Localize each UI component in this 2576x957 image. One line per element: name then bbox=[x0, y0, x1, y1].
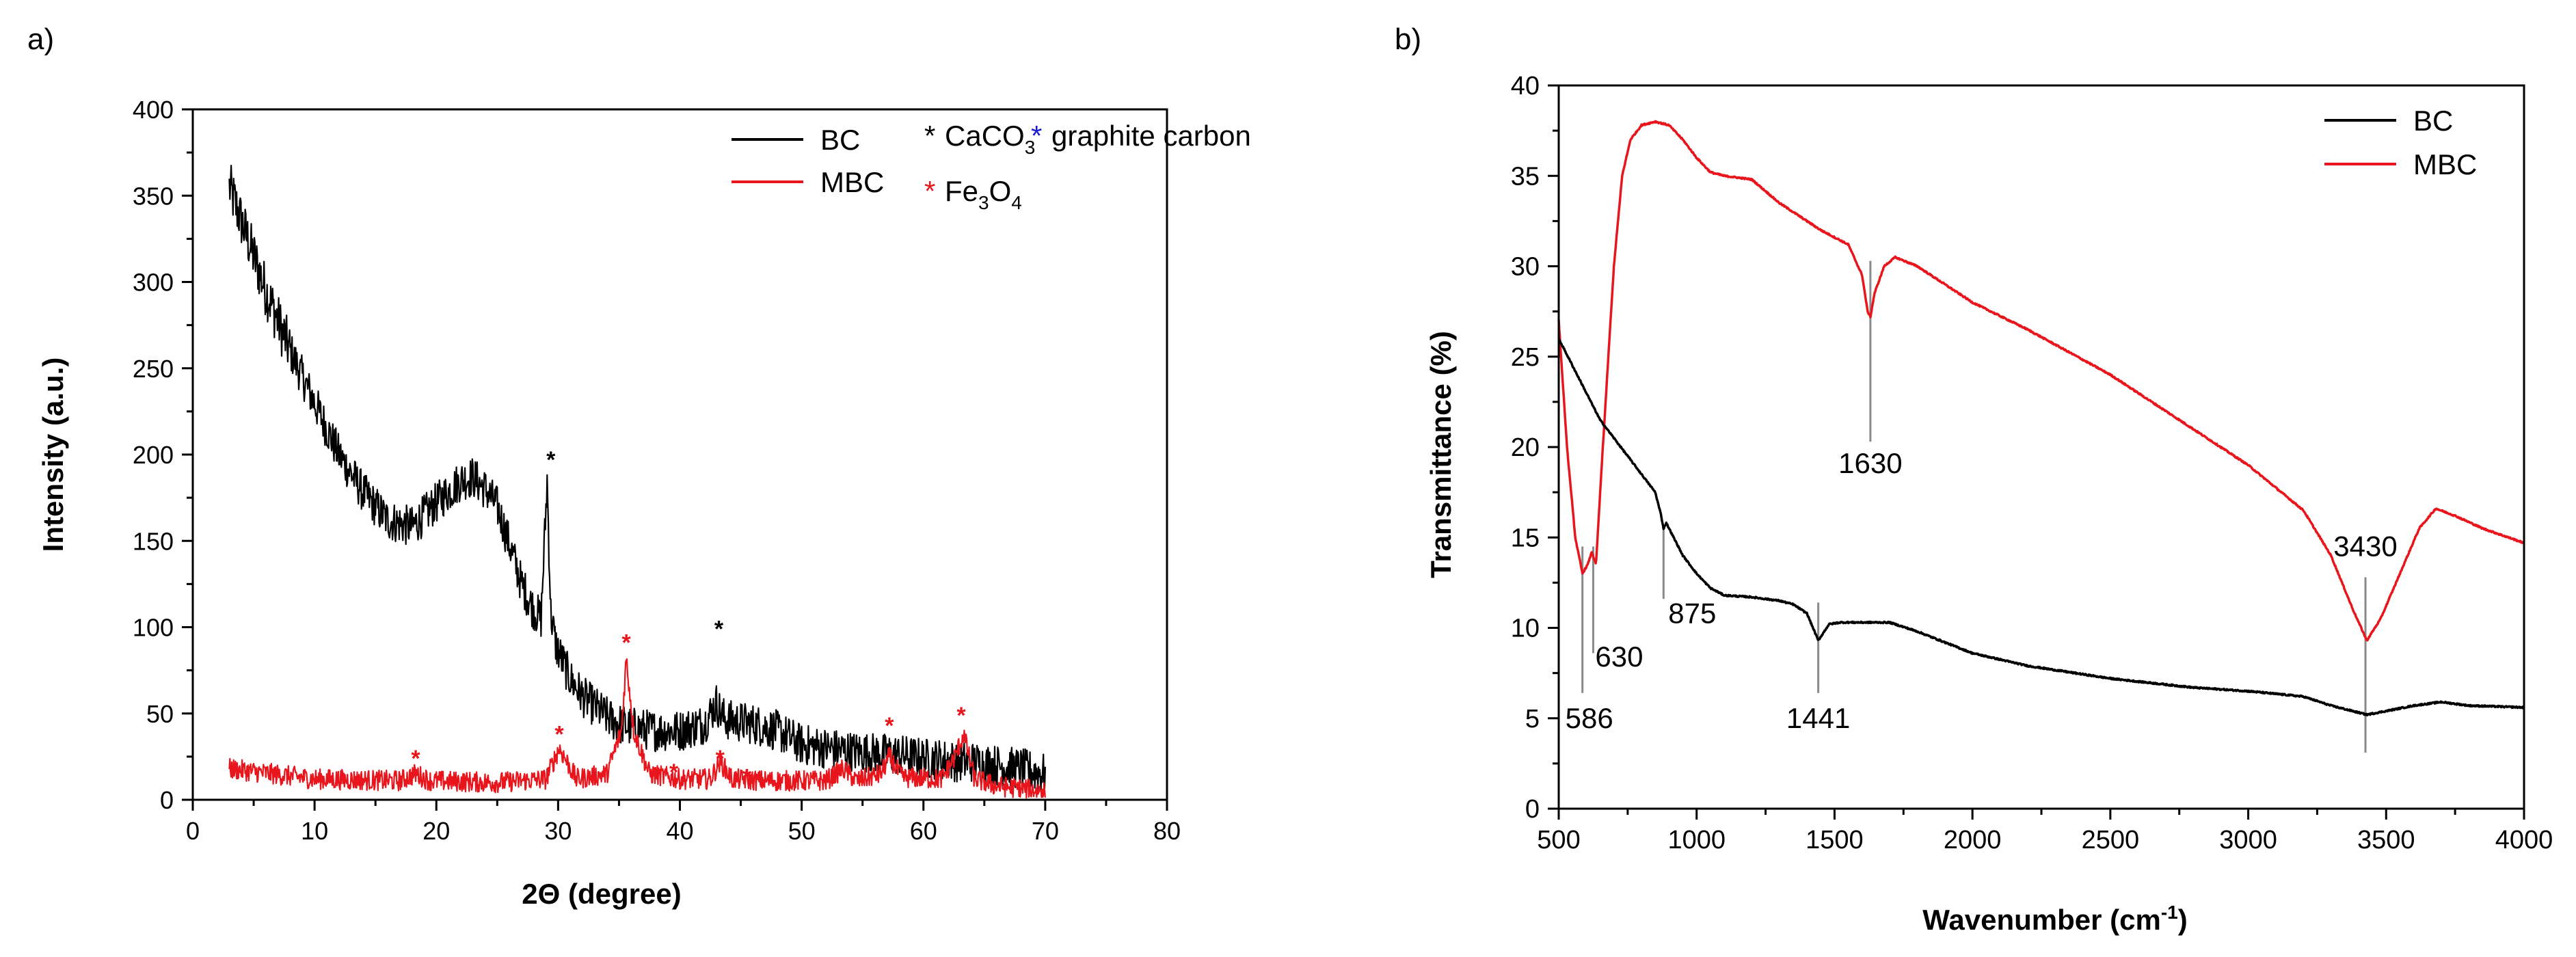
y-tick-label: 0 bbox=[160, 786, 174, 814]
y-tick-label: 300 bbox=[133, 269, 174, 297]
x-tick-label: 20 bbox=[422, 817, 450, 845]
x-tick-label: 70 bbox=[1032, 817, 1059, 845]
panel-a-legend: BC MBC * CaCO3 * graphite carbon * Fe3O4 bbox=[732, 120, 1251, 213]
panel-b-label: b) bbox=[1395, 23, 1421, 56]
band-label-1441: 1441 bbox=[1786, 702, 1850, 734]
x-tick-label: 2000 bbox=[1944, 826, 2002, 854]
y-tick-label: 10 bbox=[1511, 615, 1540, 643]
panel-b-band-annotations: 586 630 875 1441 1630 3430 bbox=[1566, 260, 2398, 753]
y-tick-label: 150 bbox=[133, 527, 174, 555]
y-tick-label: 30 bbox=[1511, 253, 1540, 282]
y-tick-label: 50 bbox=[146, 700, 174, 728]
legend-caco3-star: * bbox=[924, 120, 935, 152]
x-tick-label: 2500 bbox=[2082, 826, 2140, 854]
x-tick-label: 4000 bbox=[2495, 826, 2553, 854]
x-tick-label: 60 bbox=[910, 817, 937, 845]
panel-a-x-axis-label: 2Θ (degree) bbox=[522, 878, 681, 910]
peak-marker-bc: * bbox=[714, 617, 724, 643]
panel-b-ftir-chart: b) 500 1000 1500 2000 2500 3000 3500 4000 0 5 10 15… bbox=[1395, 23, 2553, 936]
peak-marker-mbc: * bbox=[956, 703, 966, 729]
x-tick-label: 500 bbox=[1537, 826, 1580, 854]
panel-b-x-axis-label: Wavenumber (cm-1) bbox=[1922, 902, 2187, 936]
legend-graphite-label: graphite carbon bbox=[1051, 120, 1251, 152]
peak-marker-mbc: * bbox=[622, 630, 632, 656]
series-line-mbc bbox=[1557, 120, 2525, 642]
y-tick-label: 0 bbox=[1525, 795, 1540, 824]
band-label-586: 586 bbox=[1566, 702, 1613, 734]
panel-a-series bbox=[228, 165, 1046, 799]
y-tick-label: 200 bbox=[133, 441, 174, 469]
x-tick-label: 50 bbox=[788, 817, 816, 845]
x-tick-label: 3000 bbox=[2219, 826, 2277, 854]
legend-graphite-star: * bbox=[1031, 120, 1042, 152]
x-tick-label: 3500 bbox=[2357, 826, 2415, 854]
panel-b-legend: BC MBC bbox=[2324, 105, 2477, 180]
legend-fe3o4-star: * bbox=[924, 175, 935, 207]
x-tick-label: 80 bbox=[1153, 817, 1181, 845]
panel-b-axes: 500 1000 1500 2000 2500 3000 3500 4000 0 5 10 15 20 2… bbox=[1511, 72, 2553, 854]
panel-b-series bbox=[1557, 120, 2525, 716]
y-tick-label: 350 bbox=[133, 182, 174, 210]
panel-b-y-axis-label: Transmittance (%) bbox=[1425, 331, 1457, 578]
legend-caco3-label: CaCO3 bbox=[945, 120, 1035, 158]
y-tick-label: 40 bbox=[1511, 72, 1540, 100]
peak-marker-mbc: * bbox=[669, 759, 679, 785]
band-label-3430: 3430 bbox=[2333, 530, 2397, 562]
x-tick-label: 10 bbox=[301, 817, 328, 845]
peak-marker-mbc: * bbox=[411, 746, 420, 772]
x-tick-label: 0 bbox=[186, 817, 200, 845]
series-line-bc bbox=[228, 165, 1046, 790]
legend-label-mbc: MBC bbox=[820, 166, 884, 198]
y-tick-label: 20 bbox=[1511, 433, 1540, 462]
peak-marker-mbc: * bbox=[716, 746, 725, 772]
x-tick-label: 1000 bbox=[1667, 826, 1726, 854]
y-tick-label: 250 bbox=[133, 355, 174, 383]
panel-b-plot-frame bbox=[1557, 84, 2525, 810]
panel-a-peak-markers: * * * * * * * * * * bbox=[411, 447, 966, 791]
panel-a-label: a) bbox=[27, 23, 54, 56]
series-line-mbc bbox=[228, 658, 1046, 799]
panel-a-xrd-chart: a) 0 10 20 30 40 50 60 70 80 0 50 100 150 200 250 300 35… bbox=[27, 23, 1251, 910]
peak-marker-mbc: * bbox=[885, 713, 894, 739]
y-tick-label: 100 bbox=[133, 614, 174, 642]
legend-fe3o4-label: Fe3O4 bbox=[945, 175, 1022, 213]
y-tick-label: 5 bbox=[1525, 705, 1540, 733]
x-tick-label: 40 bbox=[666, 817, 693, 845]
legend-label-bc: BC bbox=[820, 124, 860, 156]
peak-marker-mbc: * bbox=[742, 765, 752, 791]
panel-a-y-axis-label: Intensity (a.u.) bbox=[37, 358, 69, 552]
series-line-bc bbox=[1557, 337, 2525, 716]
band-label-1630: 1630 bbox=[1838, 447, 1902, 479]
y-tick-label: 35 bbox=[1511, 162, 1540, 191]
peak-marker-mbc: * bbox=[555, 722, 565, 748]
y-tick-label: 400 bbox=[133, 96, 174, 124]
y-tick-label: 25 bbox=[1511, 343, 1540, 372]
panel-a-plot-frame bbox=[191, 108, 1168, 801]
panel-a-axes: 0 10 20 30 40 50 60 70 80 0 50 100 150 200 250 300 350 40… bbox=[133, 96, 1181, 845]
x-tick-label: 30 bbox=[544, 817, 572, 845]
peak-marker-bc: * bbox=[546, 447, 556, 473]
x-tick-label: 1500 bbox=[1806, 826, 1864, 854]
band-label-630: 630 bbox=[1595, 641, 1643, 673]
band-label-875: 875 bbox=[1668, 597, 1716, 629]
y-tick-label: 15 bbox=[1511, 524, 1540, 552]
legend-label-bc: BC bbox=[2413, 105, 2453, 137]
legend-label-mbc: MBC bbox=[2413, 148, 2477, 180]
